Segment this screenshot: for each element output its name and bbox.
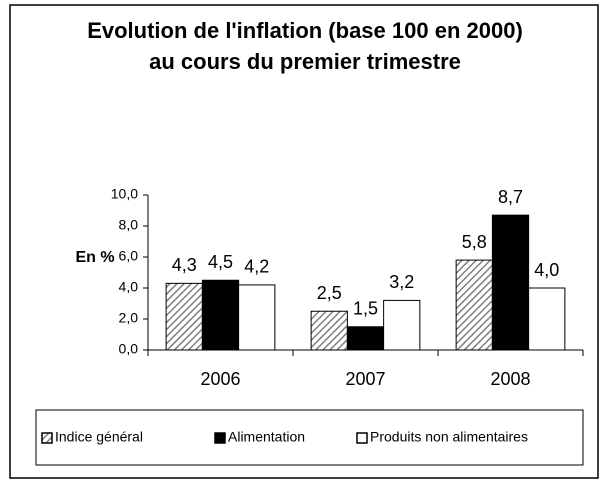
legend-swatch bbox=[214, 432, 226, 444]
value-label: 4,3 bbox=[172, 255, 197, 275]
value-label: 4,5 bbox=[208, 252, 233, 272]
chart-title: au cours du premier trimestre bbox=[149, 49, 461, 74]
bar bbox=[165, 282, 203, 351]
y-tick-label: 6,0 bbox=[119, 248, 139, 264]
value-label: 2,5 bbox=[317, 283, 342, 303]
y-tick-label: 4,0 bbox=[119, 279, 139, 295]
legend-label: Alimentation bbox=[228, 429, 305, 445]
bar bbox=[528, 287, 566, 351]
bar bbox=[346, 326, 385, 351]
bar bbox=[310, 310, 348, 351]
y-tick-label: 8,0 bbox=[119, 217, 139, 233]
legend-label: Indice général bbox=[55, 429, 143, 445]
value-label: 5,8 bbox=[462, 232, 487, 252]
y-axis-label: En % bbox=[75, 249, 114, 266]
legend-box bbox=[35, 409, 584, 466]
chart-title: Evolution de l'inflation (base 100 en 20… bbox=[87, 18, 523, 43]
value-label: 4,2 bbox=[244, 257, 269, 277]
y-tick-label: 2,0 bbox=[119, 310, 139, 326]
x-tick-label: 2006 bbox=[200, 369, 240, 389]
y-tick-label: 0,0 bbox=[119, 341, 139, 357]
value-label: 3,2 bbox=[389, 272, 414, 292]
frame bbox=[9, 4, 599, 479]
y-tick-label: 10,0 bbox=[111, 186, 138, 202]
value-label: 8,7 bbox=[498, 187, 523, 207]
legend-swatch bbox=[41, 432, 53, 444]
legend-label: Produits non alimentaires bbox=[370, 429, 528, 445]
bar bbox=[491, 214, 530, 351]
bar bbox=[383, 299, 421, 351]
value-label: 1,5 bbox=[353, 299, 378, 319]
bar bbox=[238, 284, 276, 351]
legend-swatch bbox=[356, 432, 368, 444]
x-tick-label: 2007 bbox=[345, 369, 385, 389]
x-tick-label: 2008 bbox=[490, 369, 530, 389]
bar bbox=[455, 259, 493, 351]
value-label: 4,0 bbox=[534, 260, 559, 280]
bar bbox=[201, 279, 240, 351]
